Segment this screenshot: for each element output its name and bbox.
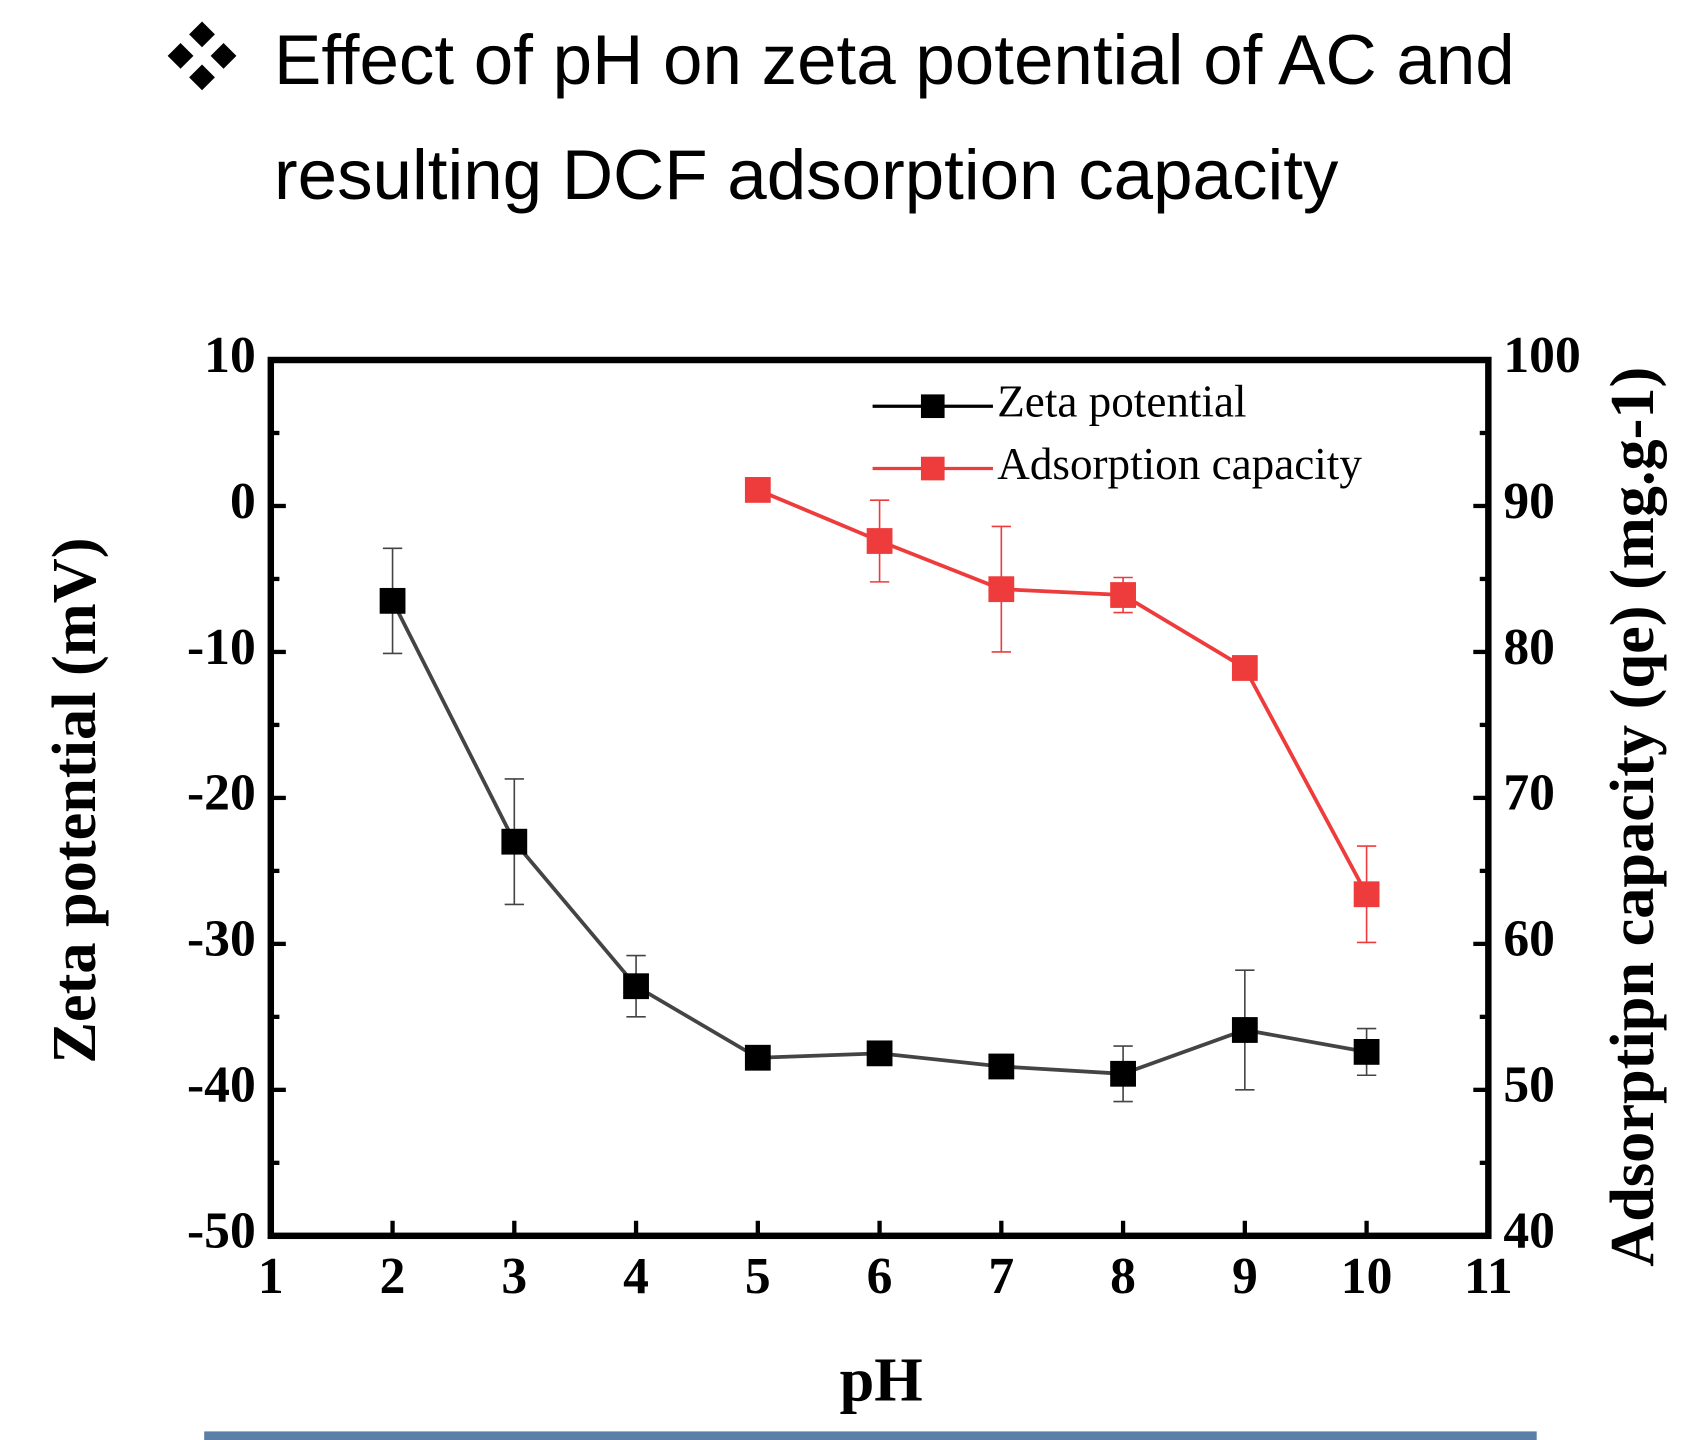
x-tick-label: 7 bbox=[988, 1248, 1014, 1305]
data-point bbox=[501, 828, 528, 855]
bullet-icon bbox=[167, 21, 237, 91]
chart-title: Effect of pH on zeta potential of AC and… bbox=[274, 19, 1515, 214]
x-tick-label: 10 bbox=[1341, 1248, 1393, 1305]
data-point bbox=[1110, 582, 1136, 608]
data-point bbox=[1231, 1017, 1258, 1043]
data-point bbox=[744, 1044, 771, 1071]
y2-tick-label: 100 bbox=[1503, 327, 1580, 384]
x-tick-label: 5 bbox=[745, 1248, 771, 1305]
legend-marker bbox=[920, 456, 945, 481]
x-tick-label: 2 bbox=[380, 1248, 406, 1305]
legend-marker bbox=[920, 394, 945, 419]
y-tick-label: -20 bbox=[187, 765, 256, 822]
data-point bbox=[1353, 881, 1380, 908]
y-tick-label: 0 bbox=[230, 473, 256, 530]
y2-tick-label: 50 bbox=[1503, 1057, 1555, 1114]
x-tick-label: 1 bbox=[258, 1248, 284, 1305]
slide-edge bbox=[204, 1431, 1537, 1440]
x-tick-label: 8 bbox=[1110, 1248, 1136, 1305]
x-tick-label: 4 bbox=[623, 1248, 649, 1305]
legend-label: Zeta potential bbox=[997, 377, 1246, 427]
data-point bbox=[1353, 1039, 1380, 1065]
legend-label: Adsorption capacity bbox=[997, 439, 1362, 489]
y-tick-label: -40 bbox=[187, 1057, 256, 1114]
data-point bbox=[866, 528, 893, 554]
y-tick-label: -50 bbox=[187, 1203, 256, 1260]
data-point bbox=[379, 587, 406, 614]
y2-axis-title: Adsorptipn capacity (qe) (mg.g-1) bbox=[1598, 367, 1667, 1267]
y-axis-title: Zeta potential (mV) bbox=[40, 538, 109, 1064]
data-point bbox=[1231, 655, 1258, 681]
data-point bbox=[866, 1040, 893, 1067]
x-axis-title: pH bbox=[840, 1346, 923, 1415]
y2-tick-label: 40 bbox=[1503, 1203, 1555, 1260]
series-line bbox=[757, 488, 1369, 896]
x-tick-label: 11 bbox=[1464, 1248, 1513, 1305]
data-point bbox=[623, 973, 649, 1000]
plot-frame bbox=[267, 356, 1492, 1240]
y2-tick-label: 80 bbox=[1503, 619, 1555, 676]
y2-tick-label: 70 bbox=[1503, 765, 1555, 822]
data-point bbox=[744, 477, 771, 503]
x-tick-label: 6 bbox=[867, 1248, 893, 1305]
data-point bbox=[988, 1053, 1015, 1080]
series-line bbox=[390, 600, 1367, 1076]
y-tick-label: 10 bbox=[204, 327, 256, 384]
y-tick-label: -30 bbox=[187, 911, 256, 968]
data-point bbox=[1110, 1060, 1136, 1087]
data-point bbox=[988, 576, 1015, 603]
x-tick-label: 3 bbox=[501, 1248, 527, 1305]
title-box: Effect of pH on zeta potential of AC and… bbox=[274, 19, 1515, 214]
y2-tick-label: 90 bbox=[1503, 473, 1555, 530]
y-tick-label: -10 bbox=[187, 619, 256, 676]
x-tick-label: 9 bbox=[1232, 1248, 1258, 1305]
y2-tick-label: 60 bbox=[1503, 911, 1555, 968]
